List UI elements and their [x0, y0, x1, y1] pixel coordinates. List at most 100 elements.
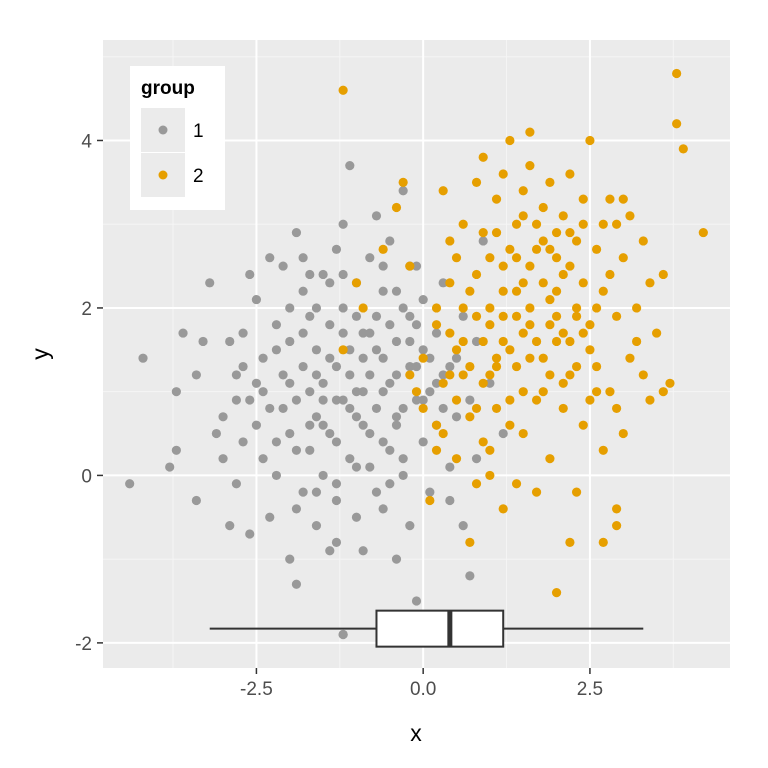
data-point-group-1	[291, 504, 302, 514]
data-point-group-1	[318, 269, 328, 280]
data-point-group-2	[571, 303, 582, 313]
data-point-group-2	[612, 504, 622, 514]
data-point-group-2	[531, 244, 542, 254]
y-tick-label: 2	[81, 299, 92, 320]
data-point-group-2	[565, 227, 575, 238]
data-point-group-2	[558, 211, 568, 221]
data-point-group-2	[571, 487, 582, 497]
data-point-group-1	[298, 361, 308, 372]
data-point-group-1	[218, 412, 228, 422]
data-point-group-1	[258, 353, 268, 363]
data-point-group-1	[418, 395, 428, 405]
data-point-group-2	[491, 403, 502, 414]
data-point-group-1	[191, 370, 201, 380]
data-point-group-1	[311, 303, 322, 313]
data-point-group-1	[331, 395, 342, 405]
data-point-group-1	[311, 521, 322, 531]
data-point-group-2	[405, 261, 415, 271]
data-point-group-1	[338, 269, 348, 280]
data-point-group-1	[345, 403, 355, 414]
data-point-group-2	[558, 328, 568, 338]
data-point-group-2	[565, 537, 575, 548]
data-point-group-2	[438, 186, 448, 196]
data-point-group-1	[198, 336, 208, 347]
data-point-group-1	[278, 370, 288, 380]
data-point-group-1	[418, 345, 428, 355]
data-point-group-2	[538, 353, 548, 363]
data-point-group-2	[511, 219, 522, 229]
data-point-group-1	[445, 495, 455, 506]
data-point-group-1	[325, 546, 335, 556]
data-point-group-1	[298, 253, 308, 263]
data-point-group-1	[171, 387, 181, 397]
data-point-group-2	[465, 537, 475, 548]
data-point-group-2	[485, 445, 495, 455]
data-point-group-1	[298, 328, 308, 338]
data-point-group-2	[498, 286, 508, 296]
data-point-group-1	[411, 261, 422, 271]
data-point-group-1	[278, 403, 288, 414]
data-point-group-2	[378, 244, 388, 254]
data-point-group-2	[478, 378, 488, 388]
data-point-group-2	[525, 320, 535, 330]
data-point-group-2	[518, 387, 528, 397]
data-point-group-1	[378, 504, 388, 514]
data-point-group-2	[565, 169, 575, 179]
data-point-group-2	[491, 194, 502, 204]
data-point-group-1	[358, 420, 368, 430]
data-point-group-1	[385, 320, 395, 330]
data-point-group-2	[518, 328, 528, 338]
data-point-group-2	[612, 521, 622, 531]
data-point-group-2	[538, 202, 548, 213]
data-point-group-2	[585, 345, 595, 355]
data-point-group-2	[665, 378, 675, 388]
data-point-group-1	[411, 361, 422, 372]
data-point-group-2	[672, 119, 682, 129]
data-point-group-1	[211, 428, 221, 439]
data-point-group-2	[558, 403, 568, 414]
data-point-group-1	[385, 378, 395, 388]
data-point-group-1	[471, 454, 482, 464]
data-point-group-1	[405, 521, 415, 531]
data-point-group-2	[518, 428, 528, 439]
data-point-group-2	[531, 395, 542, 405]
data-point-group-1	[385, 236, 395, 246]
data-point-group-1	[398, 454, 408, 464]
data-point-group-2	[545, 294, 555, 305]
data-point-group-1	[331, 537, 342, 548]
data-point-group-1	[391, 336, 402, 347]
data-point-group-1	[438, 370, 448, 380]
y-tick-label: 4	[81, 131, 92, 152]
data-point-group-2	[485, 303, 495, 313]
legend-label-1: 1	[193, 121, 204, 142]
data-point-group-2	[358, 303, 368, 313]
data-point-group-2	[471, 479, 482, 489]
data-point-group-2	[585, 320, 595, 330]
data-point-group-1	[485, 378, 495, 388]
data-point-group-1	[325, 353, 335, 363]
data-point-group-2	[505, 395, 515, 405]
data-point-group-2	[578, 420, 588, 430]
data-point-group-2	[445, 370, 455, 380]
data-point-group-2	[605, 387, 615, 397]
data-point-group-1	[271, 320, 282, 330]
data-point-group-2	[525, 353, 535, 363]
data-point-group-2	[638, 370, 648, 380]
data-point-group-2	[505, 135, 515, 146]
data-point-group-2	[551, 286, 562, 296]
data-point-group-2	[698, 227, 708, 238]
data-point-group-1	[291, 395, 302, 405]
data-point-group-1	[325, 278, 335, 288]
x-tick-label: 0.0	[410, 679, 436, 700]
data-point-group-1	[398, 186, 408, 196]
data-point-group-2	[598, 219, 608, 229]
data-point-group-2	[438, 428, 448, 439]
data-point-group-2	[598, 445, 608, 455]
data-point-group-2	[518, 211, 528, 221]
data-point-group-2	[445, 278, 455, 288]
data-point-group-2	[478, 437, 488, 447]
data-point-group-2	[458, 370, 468, 380]
data-point-group-2	[558, 378, 568, 388]
data-point-group-1	[318, 378, 328, 388]
